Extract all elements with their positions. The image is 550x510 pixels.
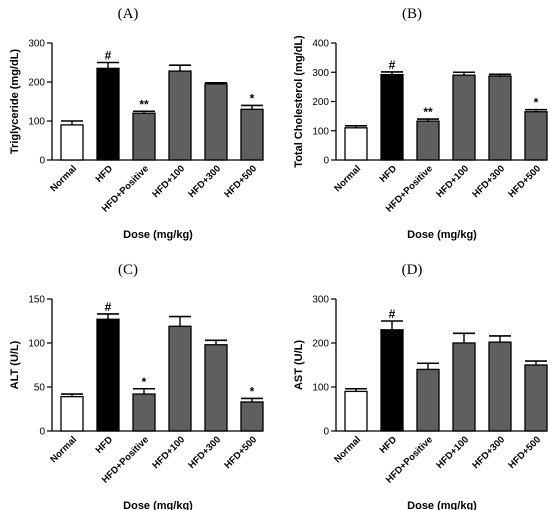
- y-axis-label: ALT (U/L): [9, 340, 21, 389]
- y-tick-label: 0: [39, 427, 45, 438]
- category-label: Normal: [48, 163, 79, 194]
- bar-hfd: [96, 318, 120, 432]
- bar-hfd-300: [488, 341, 512, 432]
- bar-hfd: [380, 329, 404, 432]
- bar-hfd: [380, 73, 404, 161]
- bar-hfd-500: [524, 364, 548, 432]
- panel-title: (D): [402, 262, 423, 278]
- category-label: HFD+300: [470, 434, 507, 471]
- bar-normal: [344, 127, 368, 161]
- x-axis-label: Dose (mg/kg): [407, 500, 477, 510]
- x-axis-label: Dose (mg/kg): [123, 500, 193, 510]
- y-tick-label: 50: [34, 383, 46, 394]
- y-tick-label: 0: [323, 427, 329, 438]
- category-label: HFD: [378, 163, 400, 185]
- bar-hfd-100: [452, 74, 476, 161]
- bar-hfd-500: [524, 111, 548, 161]
- significance-marker: #: [105, 49, 112, 63]
- y-axis-label: Triglyceride (mg/dL): [9, 49, 21, 154]
- significance-marker: *: [250, 91, 255, 105]
- category-label: HFD+100: [434, 434, 471, 471]
- significance-marker: #: [105, 300, 112, 314]
- panel-title: (C): [118, 262, 138, 278]
- y-tick-label: 200: [28, 78, 45, 89]
- bar-normal: [60, 124, 84, 161]
- significance-marker: #: [389, 307, 396, 321]
- category-label: HFD+300: [470, 163, 507, 200]
- significance-marker: #: [389, 58, 396, 72]
- bar-hfd-500: [240, 401, 264, 432]
- x-axis-label: Dose (mg/kg): [123, 229, 193, 241]
- y-axis-label: AST (U/L): [293, 340, 305, 390]
- y-tick-label: 300: [28, 39, 45, 50]
- category-label: HFD+500: [222, 163, 259, 200]
- category-label: HFD+500: [506, 163, 543, 200]
- significance-marker: **: [423, 105, 433, 119]
- significance-marker: *: [142, 375, 147, 389]
- bar-hfd-100: [168, 325, 192, 432]
- bar-hfd-positive: [132, 393, 156, 432]
- bar-normal: [344, 390, 368, 432]
- category-label: Normal: [332, 434, 363, 465]
- bar-hfd-300: [204, 344, 228, 432]
- panel-title: (B): [402, 6, 422, 22]
- y-tick-label: 300: [312, 68, 329, 79]
- y-tick-label: 0: [39, 156, 45, 167]
- y-tick-label: 150: [28, 295, 45, 306]
- y-tick-label: 100: [312, 126, 329, 137]
- chart-panel-2: (B) 0 100 200 300 400 Total Cholesterol (mg/dL…: [293, 6, 548, 241]
- category-label: HFD+100: [150, 434, 187, 471]
- y-tick-label: 300: [312, 295, 329, 306]
- y-tick-label: 100: [312, 383, 329, 394]
- bar-hfd-100: [168, 70, 192, 161]
- y-tick-label: 400: [312, 39, 329, 50]
- category-label: HFD+100: [150, 163, 187, 200]
- bar-hfd-300: [204, 83, 228, 161]
- category-label: HFD+500: [222, 434, 259, 471]
- significance-marker: *: [250, 384, 255, 398]
- bar-normal: [60, 396, 84, 432]
- y-tick-label: 100: [28, 339, 45, 350]
- y-tick-label: 0: [323, 156, 329, 167]
- y-axis-label: Total Cholesterol (mg/dL): [293, 35, 305, 168]
- category-label: HFD+500: [506, 434, 543, 471]
- category-label: Normal: [332, 163, 363, 194]
- significance-marker: **: [139, 97, 149, 111]
- y-tick-label: 100: [28, 117, 45, 128]
- bar-hfd: [96, 67, 120, 161]
- x-axis-label: Dose (mg/kg): [407, 229, 477, 241]
- category-label: HFD: [378, 434, 400, 456]
- bar-hfd-positive: [132, 112, 156, 161]
- panel-title: (A): [118, 6, 139, 22]
- y-tick-label: 200: [312, 339, 329, 350]
- bar-hfd-positive: [416, 368, 440, 432]
- bar-hfd-positive: [416, 120, 440, 161]
- category-label: HFD+300: [186, 163, 223, 200]
- bar-hfd-100: [452, 342, 476, 432]
- bar-hfd-300: [488, 75, 512, 161]
- y-tick-label: 200: [312, 97, 329, 108]
- category-label: HFD: [94, 163, 116, 185]
- significance-marker: *: [534, 96, 539, 110]
- bar-hfd-500: [240, 108, 264, 161]
- chart-panel-1: (A) 0 100 200 300 Triglyceride (mg/dL) Normal #…: [9, 6, 264, 241]
- category-label: HFD+300: [186, 434, 223, 471]
- category-label: HFD+100: [434, 163, 471, 200]
- category-label: HFD: [94, 434, 116, 456]
- category-label: Normal: [48, 434, 79, 465]
